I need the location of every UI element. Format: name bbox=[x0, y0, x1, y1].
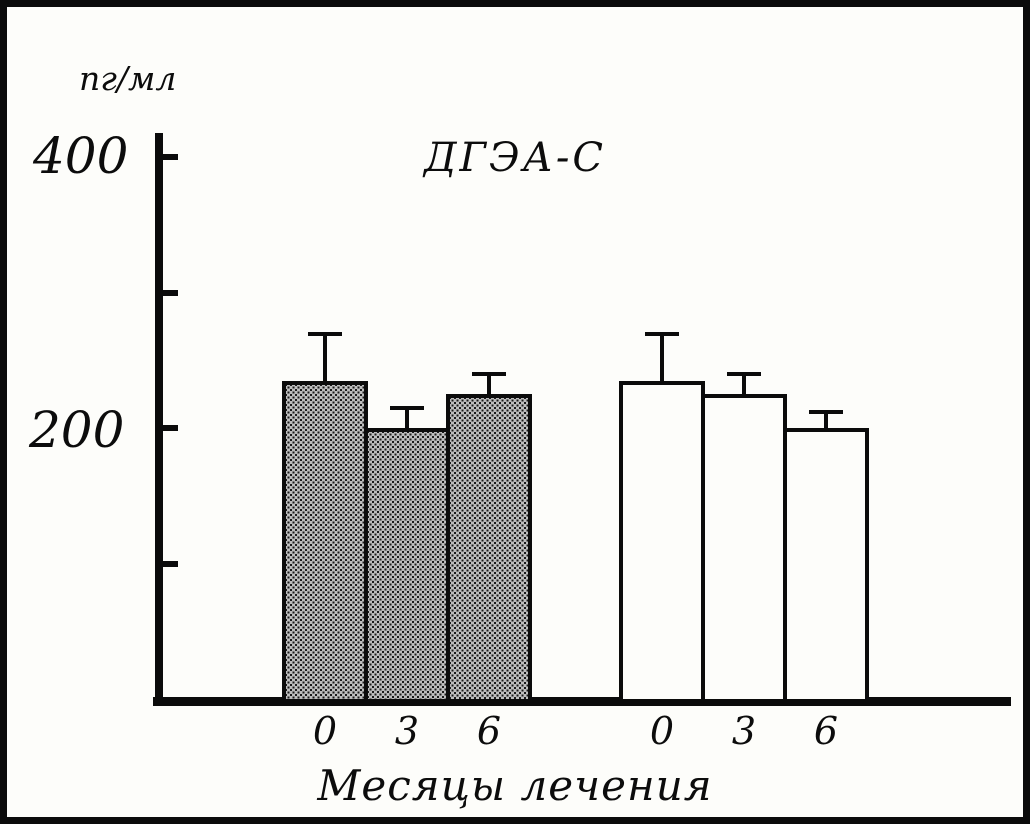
error-bar-cap-treated-hatched-month-3 bbox=[390, 406, 424, 410]
x-tick-label-treated-hatched-month-3: 3 bbox=[394, 709, 420, 753]
x-tick-label-control-open-month-6: 6 bbox=[813, 709, 839, 753]
x-axis-title: Месяцы лечения bbox=[317, 761, 713, 810]
x-tick-label-treated-hatched-month-6: 6 bbox=[476, 709, 502, 753]
y-tick-mark-400 bbox=[163, 154, 178, 160]
y-axis-unit-label: пг/мл bbox=[79, 59, 177, 98]
y-tick-mark-100 bbox=[163, 561, 178, 567]
x-tick-label-control-open-month-3: 3 bbox=[731, 709, 757, 753]
error-bar-cap-control-open-month-0 bbox=[645, 332, 679, 336]
bar-control-open-month-0 bbox=[619, 381, 705, 699]
error-bar-stem-control-open-month-3 bbox=[742, 374, 746, 394]
error-bar-stem-treated-hatched-month-3 bbox=[405, 408, 409, 428]
error-bar-cap-treated-hatched-month-6 bbox=[472, 372, 506, 376]
error-bar-cap-control-open-month-3 bbox=[727, 372, 761, 376]
x-axis-baseline bbox=[153, 697, 1011, 706]
bar-control-open-month-3 bbox=[701, 394, 787, 699]
error-bar-stem-treated-hatched-month-0 bbox=[323, 334, 327, 381]
error-bar-cap-treated-hatched-month-0 bbox=[308, 332, 342, 336]
y-tick-label-200: 200 bbox=[29, 401, 125, 459]
error-bar-stem-treated-hatched-month-6 bbox=[487, 374, 491, 394]
bar-treated-hatched-month-6 bbox=[446, 394, 532, 699]
x-tick-label-control-open-month-0: 0 bbox=[649, 709, 675, 753]
y-tick-mark-200 bbox=[163, 425, 178, 431]
error-bar-stem-control-open-month-6 bbox=[824, 412, 828, 428]
error-bar-cap-control-open-month-6 bbox=[809, 410, 843, 414]
bar-treated-hatched-month-3 bbox=[364, 428, 450, 699]
error-bar-stem-control-open-month-0 bbox=[660, 334, 664, 381]
x-tick-label-treated-hatched-month-0: 0 bbox=[312, 709, 338, 753]
y-tick-mark-300 bbox=[163, 290, 178, 296]
y-axis-line bbox=[155, 133, 163, 705]
y-tick-label-400: 400 bbox=[33, 127, 129, 185]
bar-treated-hatched-month-0 bbox=[282, 381, 368, 699]
chart-title: ДГЭА-С bbox=[423, 135, 607, 181]
bar-control-open-month-6 bbox=[783, 428, 869, 699]
